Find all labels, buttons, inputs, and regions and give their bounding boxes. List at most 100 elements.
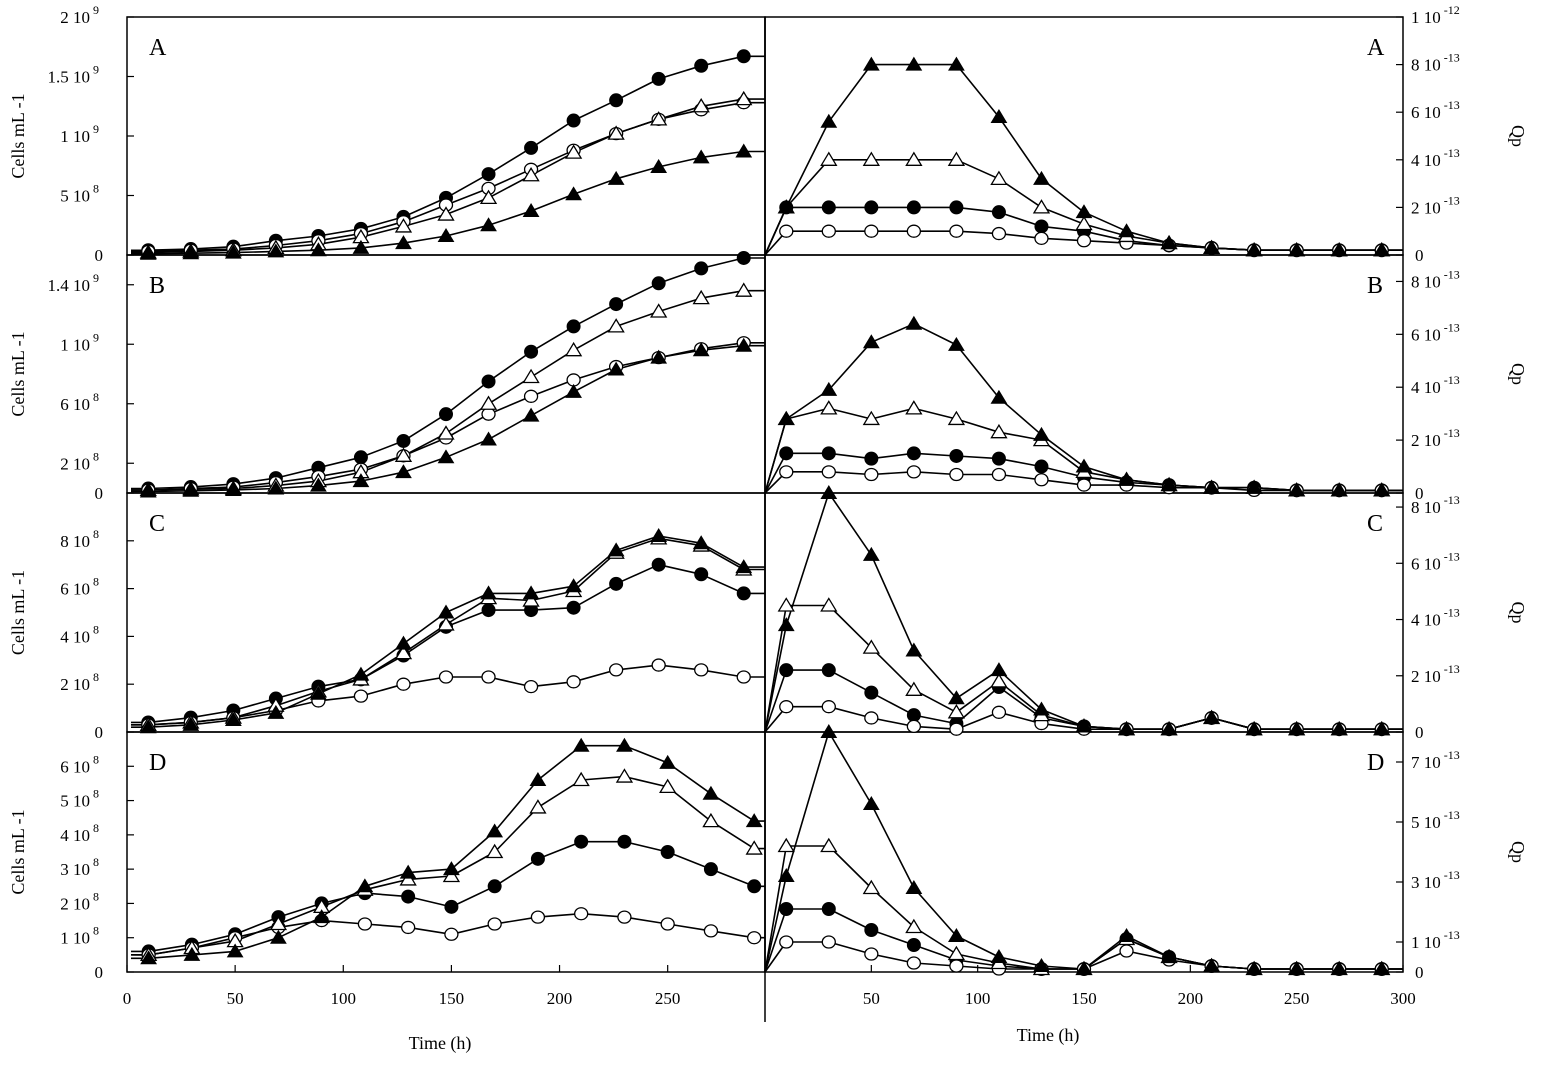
marker-open-circle-right-C-s1-3 [864, 711, 879, 725]
marker-filled-triangle-right-A-s3-8 [1075, 204, 1093, 219]
y-tick-label-right-B-3: 6 10 -13 [1411, 320, 1460, 344]
marker-filled-triangle-left-A-s3-4 [310, 242, 327, 257]
y-tick-label-right-C-0: 0 [1415, 723, 1424, 742]
y-tick-label-right-D-3: 5 10 -13 [1411, 808, 1460, 832]
marker-open-triangle-right-C-s2-6 [990, 673, 1008, 688]
marker-filled-triangle-left-B-s3-11 [607, 361, 625, 376]
marker-filled-circle-left-A-s0-13 [694, 58, 709, 73]
marker-open-triangle-left-B-s2-13 [692, 289, 710, 305]
marker-open-triangle-right-A-s2-7 [1032, 199, 1051, 214]
marker-filled-triangle-right-B-s3-1 [777, 410, 795, 425]
marker-filled-circle-right-A-s0-6 [991, 205, 1006, 220]
marker-filled-triangle-left-C-s3-4 [310, 685, 327, 700]
marker-open-triangle-left-D-s2-7 [442, 867, 461, 883]
marker-filled-circle-left-A-s0-8 [481, 167, 496, 182]
marker-filled-triangle-left-C-s3-1 [182, 716, 200, 731]
y-tick-label-right-A-2: 4 10 -13 [1411, 146, 1460, 170]
panel-letter-right-D: D [1367, 750, 1384, 776]
marker-filled-circle-right-A-s0-7 [1034, 219, 1049, 234]
marker-filled-triangle-right-D-s3-10 [1160, 949, 1178, 963]
marker-filled-triangle-left-A-s3-3 [267, 243, 285, 258]
x-tick-label-right-D-2: 150 [1071, 989, 1097, 1008]
marker-filled-circle-right-D-s0-3 [864, 923, 879, 937]
marker-open-triangle-right-C-s2-3 [862, 639, 880, 654]
marker-filled-triangle-left-D-s3-2 [226, 943, 244, 958]
marker-filled-triangle-right-D-s3-7 [1033, 958, 1050, 972]
marker-open-triangle-right-B-s2-3 [862, 410, 880, 426]
marker-filled-triangle-left-A-s3-0 [139, 245, 157, 260]
marker-filled-circle-left-B-s0-8 [481, 374, 496, 389]
marker-open-circle-right-A-s1-7 [1034, 231, 1049, 245]
marker-open-circle-right-D-s1-5 [949, 959, 964, 973]
marker-filled-triangle-right-C-s3-5 [948, 690, 965, 705]
y-tick-label-left-C-1: 2 10 8 [60, 670, 99, 694]
y-axis-title-left-C: Cells mL -1 [8, 570, 28, 655]
marker-filled-triangle-left-A-s3-6 [395, 235, 412, 250]
marker-filled-triangle-right-D-s3-5 [948, 928, 965, 942]
marker-filled-triangle-left-C-s3-3 [267, 704, 285, 719]
marker-open-triangle-left-B-s2-10 [564, 341, 583, 357]
marker-filled-triangle-right-B-s3-13 [1288, 482, 1306, 497]
marker-filled-circle-right-C-s0-2 [821, 663, 836, 678]
marker-open-triangle-right-B-s2-6 [990, 423, 1008, 439]
marker-filled-triangle-right-B-s3-3 [862, 334, 880, 349]
y-tick-label-left-C-0: 0 [95, 723, 104, 742]
marker-filled-circle-right-A-s0-2 [821, 200, 836, 215]
marker-open-circle-right-A-s1-4 [906, 224, 922, 238]
marker-filled-triangle-left-A-s3-8 [480, 217, 497, 232]
marker-filled-triangle-right-D-s3-14 [1330, 961, 1348, 975]
marker-open-circle-right-C-s1-1 [779, 700, 794, 714]
y-axis-title-right-C: Qp [1508, 602, 1528, 624]
y-tick-label-right-D-0: 0 [1415, 963, 1424, 982]
marker-filled-triangle-right-A-s3-6 [990, 108, 1008, 123]
marker-open-circle-right-C-s1-6 [991, 705, 1007, 719]
marker-filled-triangle-left-D-s3-12 [659, 754, 677, 769]
marker-open-circle-right-A-s1-6 [991, 226, 1007, 241]
y-tick-label-left-D-2: 2 10 8 [60, 889, 99, 913]
marker-filled-triangle-right-B-s3-7 [1033, 426, 1050, 441]
marker-open-circle-right-D-s1-2 [821, 935, 836, 949]
marker-filled-circle-right-B-s0-2 [821, 446, 836, 461]
marker-open-triangle-left-D-s2-11 [615, 768, 634, 783]
marker-filled-triangle-left-A-s3-12 [650, 158, 668, 173]
marker-open-circle-right-B-s1-6 [991, 467, 1007, 482]
marker-open-triangle-left-D-s2-6 [399, 871, 417, 886]
y-tick-label-right-C-3: 6 10 -13 [1411, 549, 1460, 573]
y-tick-label-left-A-0: 0 [95, 246, 104, 265]
marker-open-triangle-left-A-s2-8 [479, 189, 498, 205]
marker-filled-triangle-left-C-s3-6 [395, 635, 412, 650]
marker-filled-triangle-right-C-s3-4 [905, 642, 923, 657]
plot-frame-right-C [764, 492, 1404, 733]
marker-filled-circle-right-B-s0-4 [906, 446, 921, 461]
marker-filled-triangle-left-D-s3-9 [529, 772, 547, 786]
marker-filled-circle-right-A-s0-5 [949, 200, 964, 215]
y-tick-label-right-A-1: 2 10 -13 [1411, 193, 1460, 217]
marker-open-triangle-left-A-s2-11 [607, 125, 625, 140]
y-tick-label-left-A-3: 1.5 10 9 [48, 63, 100, 87]
marker-filled-circle-left-A-s0-14 [736, 49, 751, 64]
marker-open-triangle-right-C-s2-2 [820, 597, 838, 612]
marker-filled-triangle-left-C-s3-13 [692, 535, 710, 550]
marker-filled-triangle-left-A-s3-1 [182, 245, 200, 260]
marker-filled-triangle-right-A-s3-12 [1245, 242, 1263, 257]
marker-filled-triangle-right-D-s3-4 [905, 880, 923, 894]
marker-open-circle-right-D-s1-9 [1119, 944, 1134, 958]
marker-filled-triangle-left-D-s3-14 [745, 813, 763, 828]
marker-filled-circle-left-B-s0-5 [353, 450, 368, 465]
y-tick-label-right-C-2: 4 10 -13 [1411, 606, 1460, 630]
marker-open-triangle-left-D-s2-14 [745, 840, 763, 855]
marker-filled-triangle-left-B-s3-4 [310, 477, 327, 492]
marker-open-triangle-right-D-s2-2 [820, 837, 838, 853]
marker-open-circle-left-D-s1-12 [660, 917, 675, 931]
marker-filled-circle-left-C-s0-13 [694, 567, 709, 582]
marker-filled-triangle-right-A-s3-15 [1373, 242, 1391, 257]
marker-filled-circle-right-B-s0-1 [779, 446, 794, 461]
marker-filled-triangle-right-C-s3-6 [990, 662, 1008, 677]
marker-filled-triangle-right-B-s3-8 [1075, 458, 1093, 473]
marker-open-circle-right-B-s1-1 [779, 465, 794, 479]
marker-filled-circle-left-D-s0-13 [703, 862, 718, 877]
marker-filled-circle-left-D-s0-14 [747, 879, 762, 894]
marker-open-triangle-left-B-s2-8 [479, 395, 498, 410]
marker-open-circle-left-B-s1-8 [481, 407, 496, 421]
marker-filled-circle-left-C-s0-8 [481, 603, 496, 618]
